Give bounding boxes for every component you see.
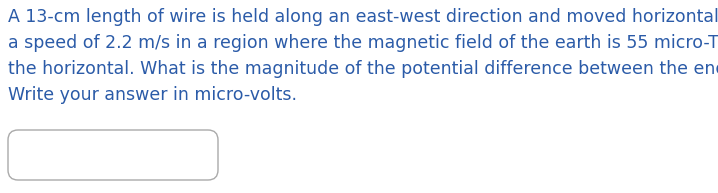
Text: a speed of 2.2 m/s in a region where the magnetic field of the earth is 55 micro: a speed of 2.2 m/s in a region where the… bbox=[8, 34, 718, 52]
Text: the horizontal. What is the magnitude of the potential difference between the en: the horizontal. What is the magnitude of… bbox=[8, 60, 718, 78]
FancyBboxPatch shape bbox=[8, 130, 218, 180]
Text: A 13-cm length of wire is held along an east-west direction and moved horizontal: A 13-cm length of wire is held along an … bbox=[8, 8, 718, 26]
Text: Write your answer in micro-volts.: Write your answer in micro-volts. bbox=[8, 86, 297, 104]
